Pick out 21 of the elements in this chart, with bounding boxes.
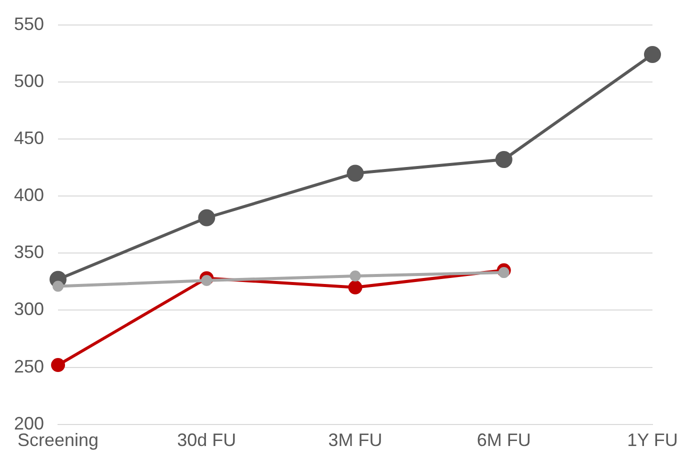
point [51,358,66,372]
y-tick-label: 400 [14,185,44,206]
x-tick-label: 1Y FU [627,430,678,450]
x-tick-label: 6M FU [476,430,531,450]
point [198,209,216,226]
y-tick-label: 350 [14,242,44,262]
point [346,164,364,182]
y-tick-label: 500 [14,70,44,91]
point [201,275,212,286]
point [348,280,362,294]
y-tick-label: 550 [14,14,44,34]
x-tick-label: 30d FU [177,430,236,450]
point [52,280,64,292]
point [498,267,510,278]
y-tick-label: 450 [14,128,44,148]
point [350,270,361,282]
x-tick-label: 3M FU [328,430,382,450]
y-tick-label: 300 [14,299,44,320]
point [495,151,512,168]
y-tick-label: 250 [14,356,44,376]
point [644,46,661,63]
